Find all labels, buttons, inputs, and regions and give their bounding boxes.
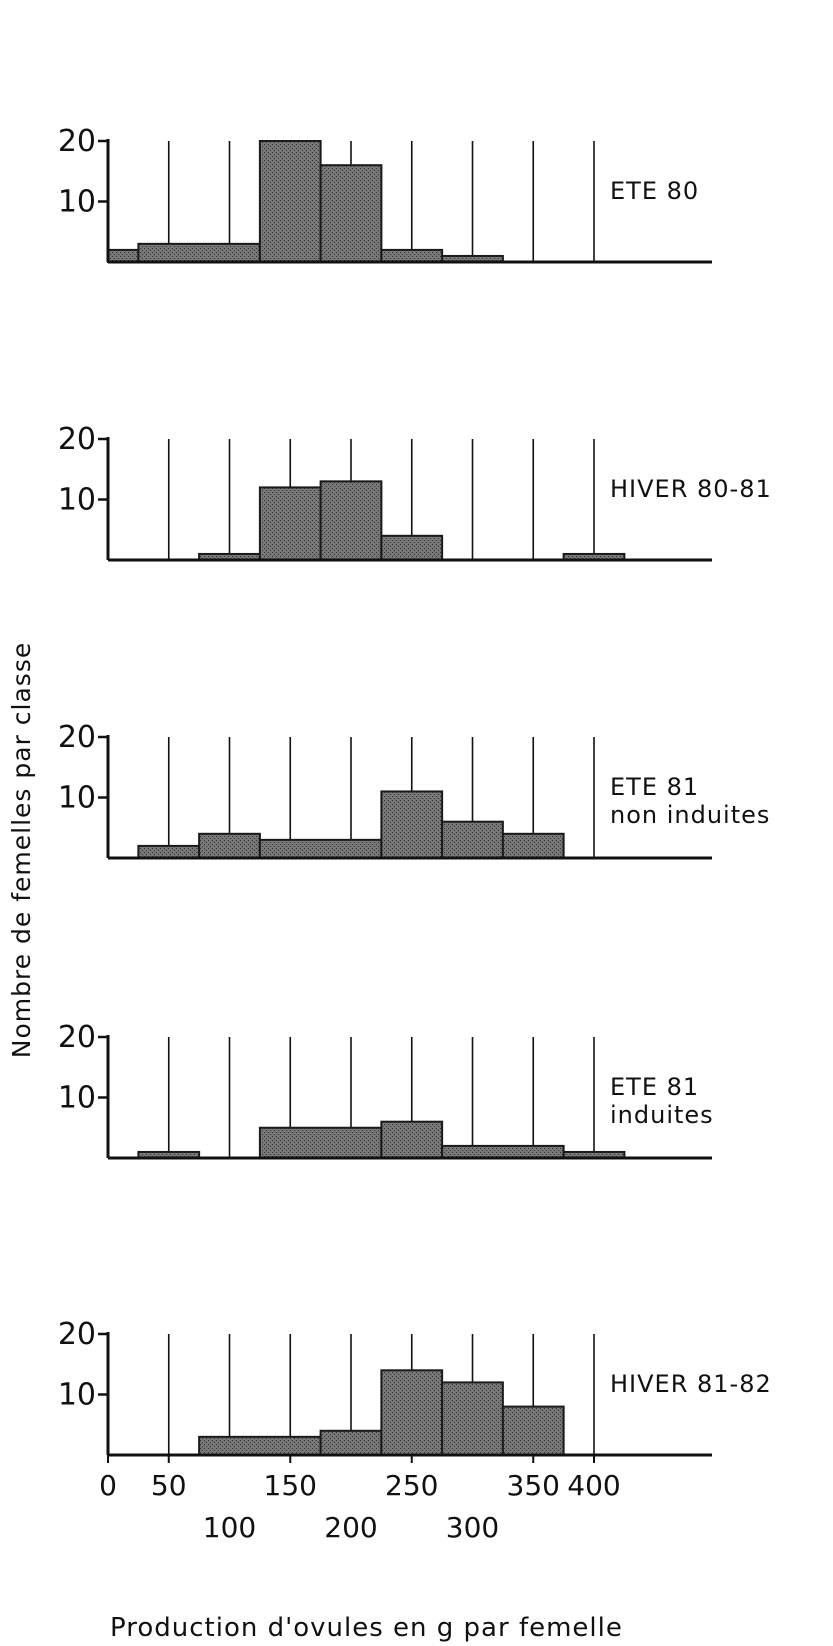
y-tick-label: 10	[58, 1378, 96, 1413]
x-tick-label: 300	[446, 1511, 499, 1544]
panel-label: ETE 80	[610, 177, 699, 205]
y-tick-label: 10	[58, 781, 96, 816]
panel-label: HIVER 81-82	[610, 1370, 772, 1398]
histogram-bar	[441, 1381, 504, 1457]
histogram-bar	[319, 164, 383, 263]
panel-1: 20 10 ETE 80	[58, 124, 712, 264]
histogram-bar	[258, 486, 322, 561]
x-tick-label: 150	[264, 1469, 317, 1502]
y-axis-label: Nombre de femelles par classe	[7, 642, 36, 1059]
histogram-bar	[501, 1405, 565, 1456]
histogram-bar	[198, 1435, 322, 1456]
histogram-bar	[258, 838, 383, 859]
y-tick-label: 10	[58, 1081, 96, 1116]
y-tick-label: 10	[58, 185, 96, 220]
x-tick-label: 50	[151, 1469, 187, 1502]
x-tick-label: 250	[385, 1469, 438, 1502]
histogram-bar	[319, 480, 383, 562]
panel-2: 20 10 HIVER 80-81	[58, 422, 772, 562]
x-tick-label: 400	[567, 1469, 620, 1502]
panel-label: ETE 81	[610, 1073, 699, 1101]
panel-label: non induites	[610, 801, 770, 829]
y-tick-label: 20	[58, 1317, 96, 1352]
histogram-bar	[198, 832, 261, 859]
x-tick-label: 350	[507, 1469, 560, 1502]
y-tick-label: 20	[58, 720, 96, 755]
histogram-bar	[258, 1126, 383, 1159]
y-tick-label: 10	[58, 483, 96, 518]
histogram-bar	[380, 248, 444, 263]
histogram-bar	[258, 140, 322, 263]
x-tick-label: 100	[203, 1511, 256, 1544]
histogram-bar	[380, 1120, 444, 1159]
y-tick-label: 20	[58, 124, 96, 159]
histogram-bar	[319, 1429, 383, 1457]
x-axis-label: Production d'ovules en g par femelle	[110, 1613, 623, 1643]
panel-5: 20 10 HIVER 81-82	[58, 1317, 772, 1457]
x-tick-labels: 0 50 150 250 350 400 100 200 300	[99, 1455, 621, 1544]
histogram-bar	[380, 790, 444, 860]
panel-label: HIVER 80-81	[610, 475, 772, 503]
histogram-bar	[137, 844, 201, 860]
histogram-bar	[380, 1369, 444, 1457]
histogram-bar	[501, 832, 565, 859]
y-tick-label: 20	[58, 422, 96, 457]
panel-label: ETE 81	[610, 773, 699, 801]
histogram-bar	[137, 242, 261, 264]
histogram-bar	[441, 820, 504, 860]
histogram-bar	[380, 534, 444, 561]
x-tick-label: 200	[324, 1511, 377, 1544]
x-tick-label: 0	[99, 1469, 117, 1502]
histogram-bar	[107, 248, 140, 263]
y-tick-label: 20	[58, 1020, 96, 1055]
histogram-bar	[441, 1144, 565, 1160]
panel-label: induites	[610, 1101, 714, 1129]
